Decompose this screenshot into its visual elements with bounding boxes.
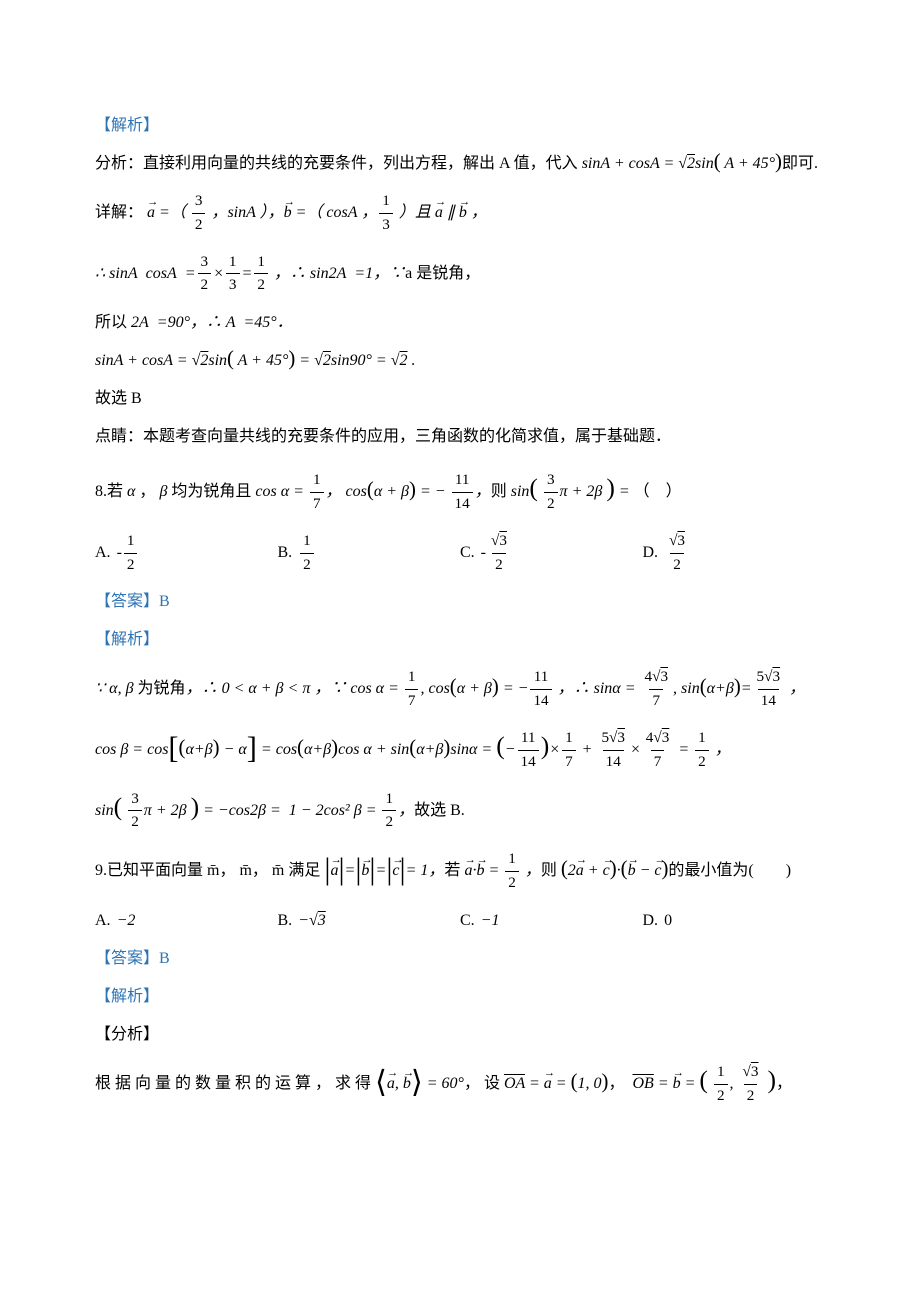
expr: 所以 2A =90°，∴ A =45°． [95,311,293,335]
value: B [159,950,170,967]
q8-opt-a: A. -12 [95,530,278,577]
expr: OA = a = (1, 0) [504,1072,609,1096]
prev-line7: 点睛：本题考查向量共线的充要条件的应用，三角函数的化简求值，属于基础题． [95,425,825,449]
prev-line1: 分析：直接利用向量的共线的充要条件，列出方程，解出 A 值，代入 sinA + … [95,152,825,176]
opt-value: √32 [664,530,690,577]
opt-label: D. [643,541,659,565]
prev-line3: ∴ sinA cosA =32×13=12 ，∴ sin2A =1，∵a 是锐角… [95,251,825,298]
q8-opt-b: B. 12 [278,530,461,577]
q8-answer-heading: 【答案】B [95,590,825,614]
q9-fenxi-heading: 【分析】 [95,1023,825,1047]
q8-opt-c: C. -√32 [460,530,643,577]
prev-line4: 所以 2A =90°，∴ A =45°． [95,311,825,335]
expr: sin( 32π + 2β ) = −cos2β = 1 − 2cos² β =… [95,788,465,835]
expr: a =（ 32 ，sinA ），b =（ cosA ，13 ）且 a ∥ b ， [143,190,487,237]
q9-answer-heading: 【答案】B [95,947,825,971]
opt-label: B. [278,541,293,565]
q8-analysis-heading: 【解析】 [95,628,825,652]
q9-options: A. −2 B. −√3 C. −1 D. 0 [95,909,825,933]
q8-sol2: cos β = cos[(α+β) − α] = cos(α+β)cos α +… [95,727,825,774]
opt-value: −1 [481,909,500,933]
text: 根据向量的数量积的运算，求得 [95,1072,375,1096]
text: 即可. [782,152,818,176]
text: 分析：直接利用向量的共线的充要条件，列出方程，解出 A 值，代入 [95,152,578,176]
opt-label: C. [460,909,475,933]
label: 【答案】 [95,593,159,610]
value: B [159,593,170,610]
prev-line6: 故选 B [95,387,825,411]
opt-label: A. [95,909,111,933]
q8-sol1: ∵ α, β 为锐角，∴ 0 < α + β < π ，∵ cos α = 17… [95,666,825,713]
opt-value: -√32 [481,530,512,577]
text: ， 设 [464,1072,504,1096]
q8-stem: 8.若 α ， β 均为锐角且 cos α = 17， cos(α + β) =… [95,469,825,516]
opt-value: -12 [117,530,140,577]
q9-analysis-heading: 【解析】 [95,985,825,1009]
expr: ⟨a, b⟩ = 60° [375,1072,464,1096]
expr: cos β = cos[(α+β) − α] = cos(α+β)cos α +… [95,727,731,774]
q9-opt-b: B. −√3 [278,909,461,933]
prev-line5: sinA + cosA = √2sin( A + 45°) = √2sin90°… [95,349,825,373]
q9-sol1: 根据向量的数量积的运算，求得 ⟨a, b⟩ = 60° ， 设 OA = a =… [95,1061,825,1108]
opt-value: −√3 [298,909,326,933]
q9-opt-c: C. −1 [460,909,643,933]
text: 9.已知平面向量 m̄， m̄， m̄ 满足 |a|=|b|=|c|= 1，若 … [95,848,791,895]
opt-value: 0 [664,909,672,933]
opt-label: D. [643,909,659,933]
expr: sinA + cosA = √2sin( A + 45°) [578,152,782,176]
opt-value: 12 [298,530,316,577]
expr: ∵ α, β 为锐角，∴ 0 < α + β < π ，∵ cos α = 17… [95,666,805,713]
expr: sinA + cosA = √2sin( A + 45°) = √2sin90°… [95,349,416,373]
expr: OB = b = ( 12, √32 ) [632,1061,776,1108]
q8-opt-d: D. √32 [643,530,826,577]
q8-options: A. -12 B. 12 C. -√32 D. √32 [95,530,825,577]
expr: ∴ sinA cosA =32×13=12 ，∴ sin2A =1，∵a 是锐角… [95,251,480,298]
text: ， [776,1072,792,1096]
opt-label: B. [278,909,293,933]
opt-value: −2 [117,909,136,933]
analysis-heading: 【解析】 [95,114,825,138]
q9-opt-d: D. 0 [643,909,826,933]
opt-label: A. [95,541,111,565]
text: ， [608,1072,632,1096]
q9-opt-a: A. −2 [95,909,278,933]
text: 详解： [95,201,143,225]
text: 8.若 α ， β 均为锐角且 cos α = 17， cos(α + β) =… [95,469,682,516]
opt-label: C. [460,541,475,565]
label: 【答案】 [95,950,159,967]
q8-sol3: sin( 32π + 2β ) = −cos2β = 1 − 2cos² β =… [95,788,825,835]
q9-stem: 9.已知平面向量 m̄， m̄， m̄ 满足 |a|=|b|=|c|= 1，若 … [95,848,825,895]
prev-line2: 详解： a =（ 32 ，sinA ），b =（ cosA ，13 ）且 a ∥… [95,190,825,237]
